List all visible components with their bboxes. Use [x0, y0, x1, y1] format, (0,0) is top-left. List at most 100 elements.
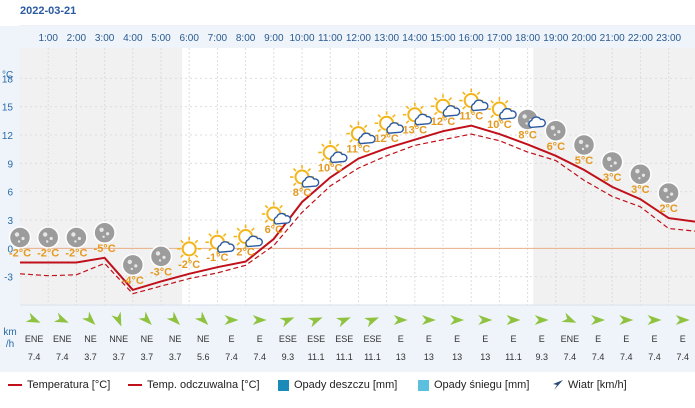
- wind-direction-label: ESE: [279, 334, 297, 344]
- wind-speed-label: 11.1: [336, 352, 353, 362]
- wind-direction-icon: [534, 315, 549, 325]
- wind-direction-label: E: [482, 334, 488, 344]
- partly-sunny-icon: [487, 97, 517, 122]
- temperature-chart: 1:00 2:00 3:00 4:00 5:00 6:00 7:00 8:00 9:00 10:0…: [0, 25, 695, 372]
- wind-arrow: [591, 315, 606, 325]
- wind-speed-label: 7.4: [28, 352, 41, 362]
- wind-direction-label: E: [454, 334, 460, 344]
- wind-direction-label: NE: [141, 334, 154, 344]
- sun-ray: [377, 128, 382, 133]
- wind-direction-label: ENE: [561, 334, 580, 344]
- partly-sunny-icon: [459, 88, 489, 113]
- moon-crater: [134, 264, 138, 268]
- wind-speed-label: 11.1: [505, 352, 522, 362]
- sun-ray: [433, 111, 438, 116]
- hour-label: 9:00: [264, 33, 284, 44]
- wind-unit-label: /h: [6, 339, 14, 350]
- wind-arrow: [53, 312, 69, 323]
- sun-ray: [208, 233, 212, 237]
- wind-speed-label: 7.4: [56, 352, 69, 362]
- wind-speed-label: 7.4: [648, 352, 661, 362]
- wind-arrow: [393, 315, 408, 325]
- wind-direction-label: NE: [197, 334, 210, 344]
- wind-arrow: [506, 315, 521, 325]
- wind-arrow: [561, 312, 577, 323]
- temperature-value-label: 8°C: [293, 187, 312, 199]
- temperature-value-label: -4°C: [122, 275, 144, 287]
- hour-label: 15:00: [430, 33, 455, 44]
- sun-ray: [363, 124, 368, 129]
- wind-arrow: [619, 315, 634, 325]
- wind-direction-label: NE: [84, 334, 97, 344]
- wind-direction-icon: [138, 311, 152, 325]
- sun-ray: [335, 143, 340, 148]
- sun-ray: [490, 114, 494, 119]
- sun-ray: [292, 168, 297, 172]
- partly-sunny-icon: [402, 102, 433, 127]
- legend-temperature[interactable]: Temperatura [°C]: [8, 378, 110, 392]
- legend-rain[interactable]: Opady deszczu [mm]: [278, 378, 397, 392]
- moon-crater: [158, 259, 162, 262]
- hour-label: 20:00: [571, 33, 596, 44]
- cloud-shape: [301, 175, 320, 188]
- y-tick-label: 6: [7, 188, 13, 199]
- wind-direction-label: E: [539, 334, 545, 344]
- wind-arrow: [534, 315, 549, 325]
- moon-crater: [610, 164, 613, 168]
- wind-direction-icon: [675, 315, 690, 325]
- moon-crater: [71, 232, 76, 237]
- legend-snow-swatch: [418, 379, 429, 391]
- hour-label: 22:00: [628, 33, 653, 44]
- cloud-shape: [442, 105, 461, 117]
- wind-direction-label: E: [228, 334, 234, 344]
- moon-crater: [581, 147, 585, 151]
- legend-wind[interactable]: Wiatr [km/h]: [552, 378, 627, 392]
- cloud-shape: [386, 122, 404, 134]
- moon-crater: [77, 236, 81, 241]
- moon-crater: [613, 161, 617, 165]
- partly-sunny-icon: [318, 140, 348, 165]
- legend-feels-like[interactable]: Temp. odczuwalna [°C]: [128, 378, 260, 392]
- hour-label: 11:00: [318, 33, 343, 44]
- wind-arrow: [138, 311, 152, 325]
- temperature-line: [20, 124, 695, 292]
- hour-label: 3:00: [95, 33, 115, 44]
- hour-label: 23:00: [656, 33, 681, 44]
- moon-crater: [127, 259, 132, 265]
- wind-direction-icon: [450, 315, 465, 325]
- temperature-value-label: 13°C: [403, 125, 428, 137]
- wind-direction-icon: [111, 311, 122, 327]
- cloud-shape: [470, 99, 489, 112]
- wind-speed-label: 7.4: [253, 352, 266, 362]
- left-axis-band: [0, 26, 20, 372]
- temperature-value-label: 3°C: [603, 172, 622, 184]
- wind-speed-label: 5.6: [197, 352, 210, 362]
- temperature-value-label: 2°C: [236, 247, 255, 259]
- cloud-shape: [329, 151, 348, 164]
- hour-label: 10:00: [289, 33, 314, 44]
- wind-arrow: [166, 311, 181, 325]
- y-tick-label: 18: [2, 74, 14, 85]
- moon-icon: [8, 226, 32, 249]
- wind-arrow: [252, 315, 267, 325]
- moon-disc: [572, 133, 596, 157]
- wind-arrow: [647, 315, 662, 325]
- cloud-shape: [528, 116, 546, 129]
- hour-label: 2:00: [67, 33, 87, 44]
- legend-rain-swatch: [278, 379, 289, 391]
- moon-crater: [46, 240, 49, 243]
- legend-snow[interactable]: Opady śniegu [mm]: [418, 378, 529, 392]
- cloud-shape: [273, 212, 292, 225]
- moon-icon: [121, 253, 145, 277]
- moon-crater: [162, 255, 166, 259]
- hour-label: 7:00: [208, 33, 228, 44]
- hour-label: 6:00: [179, 33, 199, 44]
- wind-direction-label: E: [398, 334, 404, 344]
- wind-direction-icon: [591, 315, 606, 325]
- cloud-shape: [217, 241, 235, 253]
- moon-icon: [657, 181, 680, 205]
- time-header-band: [20, 26, 695, 48]
- wind-direction-icon: [166, 311, 181, 325]
- sun-ray: [251, 227, 255, 232]
- moon-crater: [607, 156, 612, 162]
